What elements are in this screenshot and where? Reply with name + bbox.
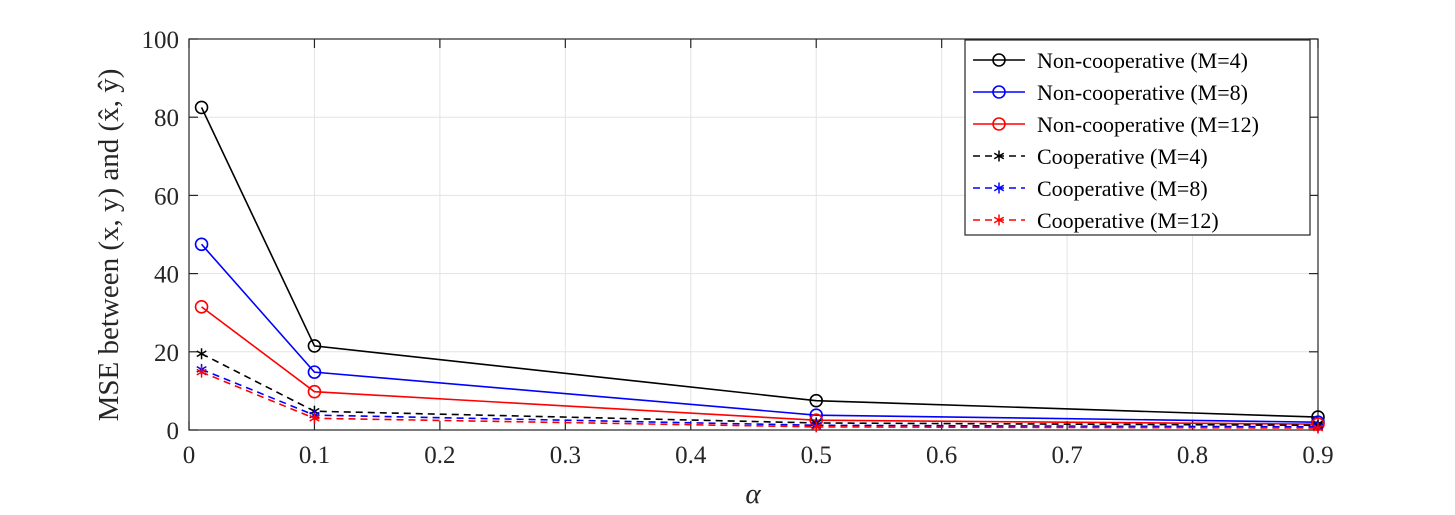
y-tick-label: 100: [142, 27, 180, 54]
x-tick-label: 0.3: [550, 442, 581, 469]
legend-label: Cooperative (M=8): [1037, 176, 1208, 201]
series-line: [201, 306, 1319, 425]
data-point: [809, 393, 824, 408]
series-2: [194, 237, 1325, 429]
data-point: [194, 237, 209, 252]
data-point: [811, 421, 822, 433]
series-1: [194, 100, 1325, 424]
data-point: [196, 366, 207, 378]
legend-item: Non-cooperative (M=4): [973, 48, 1248, 73]
legend-label: Non-cooperative (M=8): [1037, 80, 1248, 105]
x-axis-label: α: [745, 478, 761, 510]
data-point: [1312, 422, 1324, 434]
data-point: [307, 384, 322, 399]
x-tick-label: 0.7: [1051, 442, 1082, 469]
y-tick-label: 60: [154, 183, 179, 210]
series-line: [200, 107, 1319, 418]
y-tick-label: 80: [154, 105, 179, 132]
legend-label: Non-cooperative (M=12): [1037, 112, 1259, 137]
data-point: [992, 53, 1006, 67]
legend-item: Non-cooperative (M=8): [973, 80, 1248, 105]
data-point: [992, 117, 1006, 131]
y-tick-label: 40: [154, 262, 179, 289]
axis-ticks: 0 0.1 0.2 0.3 0.4 0.5 0.6 0.7 0.8 0.9 0 20 40 60 80 100: [142, 27, 1334, 469]
legend-item: Cooperative (M=8): [973, 176, 1208, 201]
data-point: [194, 100, 209, 115]
x-tick-label: 0.6: [926, 442, 957, 469]
legend-box: [964, 39, 1311, 236]
series-line: [201, 353, 1319, 427]
x-tick-label: 0.4: [675, 442, 707, 469]
data-point: [194, 300, 209, 314]
data-series: [194, 100, 1325, 434]
series-6: [196, 366, 1324, 434]
data-point: [309, 412, 320, 424]
series-line: [200, 243, 1319, 423]
legend-item: Cooperative (M=4): [973, 144, 1208, 169]
data-point: [993, 182, 1005, 194]
legend-label: Non-cooperative (M=4): [1037, 48, 1248, 73]
x-tick-label: 0.5: [801, 442, 832, 469]
legend: Non-cooperative (M=4) Non-cooperative (M=…: [964, 39, 1311, 236]
series-line: [201, 368, 1319, 428]
y-tick-label: 20: [154, 340, 179, 367]
y-tick-label: 0: [167, 418, 180, 445]
data-point: [307, 365, 322, 379]
data-point: [993, 214, 1005, 226]
data-point: [307, 339, 322, 353]
x-tick-label: 0.2: [424, 442, 455, 469]
data-point: [993, 150, 1005, 162]
data-point: [196, 348, 207, 360]
plot-area-frame: [188, 38, 1319, 431]
legend-item: Non-cooperative (M=12): [973, 112, 1259, 137]
x-tick-label: 0.9: [1302, 442, 1333, 469]
legend-item: Cooperative (M=12): [973, 208, 1219, 233]
data-point: [992, 85, 1006, 99]
legend-label: Cooperative (M=4): [1037, 144, 1208, 169]
x-tick-label: 0.8: [1177, 442, 1208, 469]
x-tick-label: 0.1: [299, 442, 330, 469]
legend-label: Cooperative (M=12): [1037, 208, 1219, 233]
y-axis-label: MSE between (x, y) and (x̂, ŷ): [93, 69, 125, 422]
x-tick-label: 0: [183, 442, 196, 469]
series-line: [201, 371, 1319, 429]
